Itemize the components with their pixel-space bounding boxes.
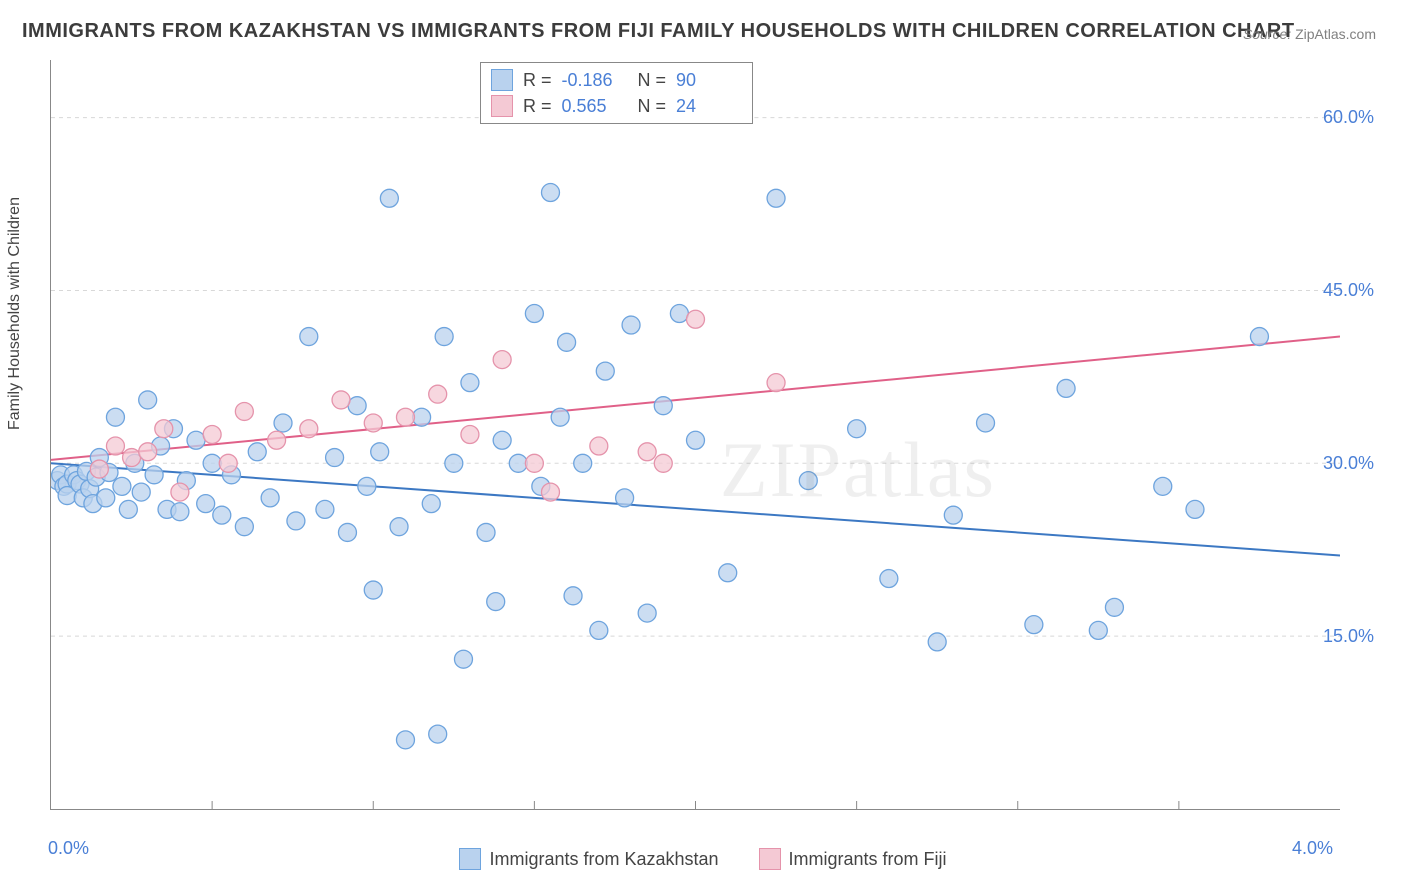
- source-value: ZipAtlas.com: [1295, 26, 1376, 42]
- legend-label-kazakhstan: Immigrants from Kazakhstan: [489, 849, 718, 870]
- x-tick-label: 0.0%: [48, 838, 89, 859]
- x-tick-label: 4.0%: [1292, 838, 1333, 859]
- y-axis-label: Family Households with Children: [6, 197, 24, 430]
- legend-label-fiji: Immigrants from Fiji: [789, 849, 947, 870]
- n-label: N =: [638, 93, 667, 119]
- r-value-kazakhstan: -0.186: [562, 67, 628, 93]
- source-attribution: Source: ZipAtlas.com: [1243, 26, 1376, 42]
- r-label: R =: [523, 93, 552, 119]
- n-label: N =: [638, 67, 667, 93]
- y-tick-label: 45.0%: [1323, 280, 1374, 301]
- y-tick-label: 30.0%: [1323, 453, 1374, 474]
- legend-swatch-kazakhstan: [491, 69, 513, 91]
- n-value-fiji: 24: [676, 93, 742, 119]
- r-label: R =: [523, 67, 552, 93]
- legend-swatch-fiji: [491, 95, 513, 117]
- correlation-legend: R = -0.186 N = 90 R = 0.565 N = 24: [480, 62, 753, 124]
- legend-item-fiji: Immigrants from Fiji: [759, 848, 947, 870]
- n-value-kazakhstan: 90: [676, 67, 742, 93]
- legend-row-kazakhstan: R = -0.186 N = 90: [491, 67, 742, 93]
- scatter-svg: [51, 60, 1340, 809]
- y-tick-label: 15.0%: [1323, 626, 1374, 647]
- legend-item-kazakhstan: Immigrants from Kazakhstan: [459, 848, 718, 870]
- legend-row-fiji: R = 0.565 N = 24: [491, 93, 742, 119]
- plot-area: [50, 60, 1340, 810]
- y-tick-label: 60.0%: [1323, 107, 1374, 128]
- legend-swatch-fiji: [759, 848, 781, 870]
- legend-swatch-kazakhstan: [459, 848, 481, 870]
- r-value-fiji: 0.565: [562, 93, 628, 119]
- source-label: Source:: [1243, 26, 1291, 42]
- series-legend: Immigrants from Kazakhstan Immigrants fr…: [0, 848, 1406, 870]
- chart-title: IMMIGRANTS FROM KAZAKHSTAN VS IMMIGRANTS…: [22, 20, 1295, 43]
